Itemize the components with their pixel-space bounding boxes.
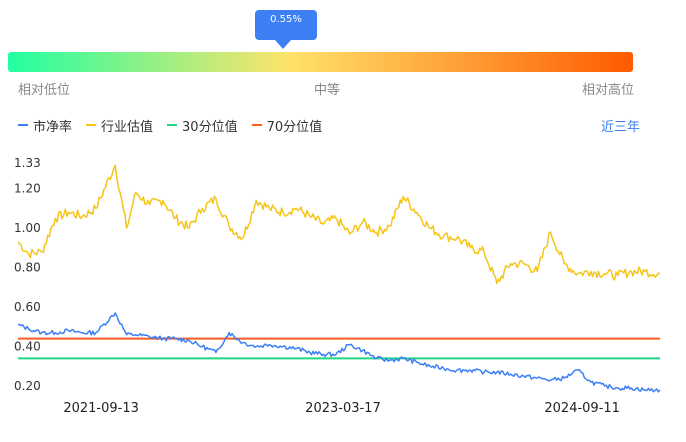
chart-legend: 市净率 行业估值 30分位值 70分位值 <box>18 116 336 135</box>
gauge-low-label: 相对低位 <box>18 83 71 98</box>
x-tick-label: 2021-09-13 <box>63 401 139 416</box>
y-tick-label: 0.80 <box>14 261 41 275</box>
legend-label-p30: 30分位值 <box>182 119 238 135</box>
y-tick-label: 0.20 <box>14 379 41 393</box>
valuation-gauge-bar <box>8 52 633 72</box>
legend-label-industry: 行业估值 <box>101 119 154 135</box>
legend-swatch-p70 <box>251 124 262 126</box>
legend-label-p70: 70分位值 <box>266 119 323 135</box>
y-tick-label: 1.00 <box>14 221 41 235</box>
pb-series-line <box>17 312 661 393</box>
tooltip-pointer <box>275 40 291 49</box>
legend-item-industry[interactable]: 行业估值 <box>86 116 153 135</box>
legend-swatch-pb <box>18 124 28 126</box>
legend-swatch-industry <box>86 124 97 126</box>
y-tick-label: 0.40 <box>14 340 41 354</box>
y-tick-label: 0.60 <box>14 300 41 314</box>
gauge-high-label: 相对高位 <box>582 83 635 98</box>
y-tick-label: 1.33 <box>14 156 41 170</box>
valuation-line-chart: 1.33 1.20 1.00 0.80 0.60 0.40 0.20 2021-09-13 20… <box>14 156 661 416</box>
legend-label-pb: 市净率 <box>33 119 73 135</box>
x-tick-label: 2023-03-17 <box>305 401 381 416</box>
percentile-value: 0.55% <box>270 14 302 25</box>
legend-item-pb[interactable]: 市净率 <box>18 116 72 135</box>
y-tick-label: 1.20 <box>14 182 41 196</box>
period-selector-3y[interactable]: 近三年 <box>600 120 640 135</box>
legend-item-p70[interactable]: 70分位值 <box>251 116 323 135</box>
legend-item-p30[interactable]: 30分位值 <box>167 116 238 135</box>
x-tick-label: 2024-09-11 <box>544 401 620 416</box>
gauge-mid-label: 中等 <box>314 83 341 98</box>
legend-swatch-p30 <box>167 124 178 126</box>
industry-series-line <box>17 164 661 285</box>
percentile-tooltip: 0.55% <box>255 10 317 40</box>
